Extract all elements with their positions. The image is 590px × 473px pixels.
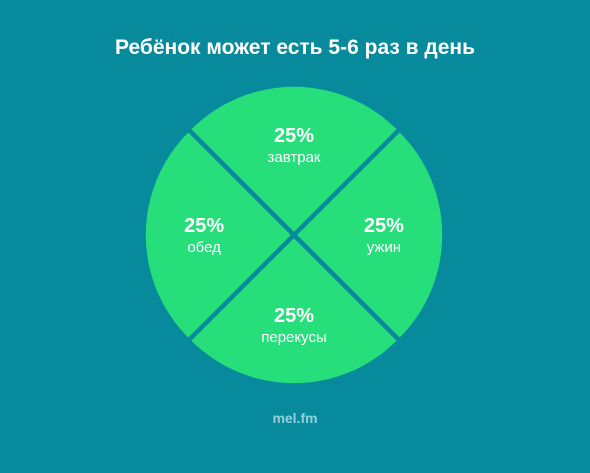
- pie-slices: [145, 86, 443, 384]
- pie-labels: 25% завтрак 25% ужин 25% перекусы 25% обед: [184, 125, 404, 346]
- slice-label-right: ужин: [367, 239, 401, 256]
- pie-slice-top: [191, 86, 397, 232]
- pie-slice-bottom: [191, 238, 397, 384]
- slice-percent-right: 25%: [364, 215, 404, 237]
- pie-slice-right: [297, 132, 443, 338]
- slice-percent-bottom: 25%: [274, 305, 314, 327]
- slice-label-left: обед: [187, 239, 221, 256]
- slice-percent-top: 25%: [274, 125, 314, 147]
- slice-label-bottom: перекусы: [261, 329, 327, 346]
- site-watermark: mel.fm: [272, 410, 318, 426]
- slice-percent-left: 25%: [184, 215, 224, 237]
- chart-title: Ребёнок может есть 5-6 раз в день: [114, 36, 475, 59]
- slice-label-top: завтрак: [268, 149, 321, 166]
- pie-slice-left: [145, 132, 291, 338]
